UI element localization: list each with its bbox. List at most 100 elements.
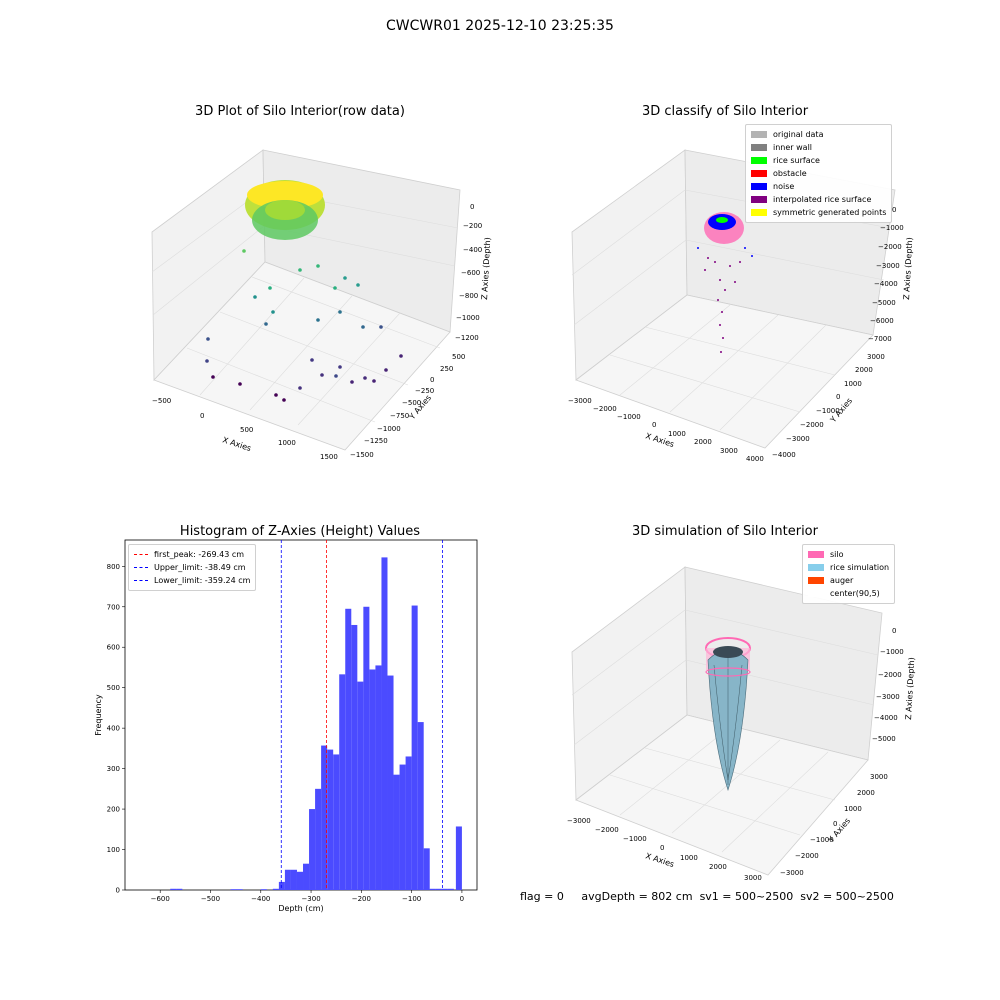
histogram-ytick-label: 300 [107, 765, 120, 773]
histogram-bar [447, 888, 454, 890]
p4-ytick: −1000 [810, 836, 834, 844]
panel4-title: 3D simulation of Silo Interior [632, 524, 818, 539]
legend-item: inner wall [751, 141, 886, 154]
p2-ytick: −1000 [816, 407, 840, 415]
legend-label: silo [830, 550, 844, 559]
panel4-grid [571, 609, 879, 853]
p1-ztick: −1000 [456, 314, 480, 322]
legend-swatch [751, 131, 767, 138]
p1-ytick: −1250 [364, 437, 388, 445]
p2-xtick: 4000 [746, 455, 764, 463]
histogram-bars [170, 557, 462, 890]
histogram-bar [290, 869, 297, 890]
legend-swatch [808, 577, 824, 584]
p1-ztick: 0 [470, 203, 474, 211]
p2-xtick: 3000 [720, 447, 738, 455]
p1-ytick: −500 [402, 399, 421, 407]
histogram-ytick-label: 100 [107, 846, 120, 854]
p4-xtick: 0 [660, 844, 664, 852]
p4-ztick: −5000 [872, 735, 896, 743]
legend-item: symmetric generated points [751, 206, 886, 219]
p2-ytick: 2000 [855, 366, 873, 374]
p2-ztick: −7000 [868, 335, 892, 343]
legend-label: center(90,5) [830, 589, 880, 598]
legend-swatch [751, 157, 767, 164]
histogram-bar [455, 826, 462, 890]
histogram-bar [315, 788, 322, 890]
legend-line [134, 567, 148, 568]
legend-item: rice surface [751, 154, 886, 167]
p4-xtick: −2000 [595, 826, 619, 834]
p2-ylabel: Y Axies [828, 396, 854, 425]
legend-label: original data [773, 130, 824, 139]
p4-xtick: −3000 [567, 817, 591, 825]
panel2-grid [571, 189, 891, 431]
p4-ztick: −3000 [876, 693, 900, 701]
p4-ytick: −3000 [780, 869, 804, 877]
histogram-bar [296, 871, 304, 890]
histogram-bar [429, 888, 436, 890]
histogram-xtick-label: −300 [301, 895, 320, 903]
p2-xtick: −1000 [617, 413, 641, 421]
legend-line [134, 554, 148, 555]
histogram-bar [381, 557, 388, 890]
panel1-points [205, 180, 403, 402]
histogram-xtick-label: −400 [251, 895, 270, 903]
histogram-ytick-label: 700 [107, 603, 120, 611]
histogram-bar [339, 674, 346, 890]
p1-ytick: 500 [452, 353, 465, 361]
histogram-xtick-label: −600 [151, 895, 170, 903]
panel2-points [697, 212, 753, 353]
histogram-xticks: −600 −500 −400 −300 −200 −100 0 [151, 890, 464, 903]
p4-xtick: 1000 [680, 854, 698, 862]
legend-item: noise [751, 180, 886, 193]
histogram-bar [351, 624, 358, 890]
legend-label: rice simulation [830, 563, 890, 572]
p1-ztick: −200 [463, 222, 482, 230]
panel4-legend: silo rice simulation auger center(90,5) [802, 544, 896, 604]
p1-ylabel: Y Axies [407, 393, 433, 422]
p2-ytick: −4000 [772, 451, 796, 459]
histogram-bar [411, 605, 418, 890]
histogram-bar [309, 809, 316, 890]
legend-item: silo [808, 548, 889, 561]
flag-text: flag = 0 [520, 890, 564, 903]
p4-xlabel: X Axies [644, 851, 675, 869]
histogram-bar [230, 889, 237, 890]
histogram-bar [345, 608, 352, 890]
p1-xlabel: X Axies [221, 435, 252, 453]
histogram-vlines [280, 540, 443, 890]
p2-ytick: 3000 [867, 353, 885, 361]
panel2-title: 3D classify of Silo Interior [641, 104, 809, 119]
avg-depth-text: avgDepth = 802 cm [581, 890, 693, 903]
histogram-bar [327, 749, 334, 890]
p4-xtick: 2000 [709, 863, 727, 871]
p1-xtick: 0 [200, 412, 204, 420]
legend-item: obstacle [751, 167, 886, 180]
histogram-bar [405, 756, 412, 890]
p1-ytick: −1500 [350, 451, 374, 459]
legend-label: symmetric generated points [773, 208, 887, 217]
p4-zlabel: Z Axies (Depth) [904, 657, 916, 720]
panel4-axes-box [571, 566, 883, 876]
sv2-text: sv2 = 500~2500 [800, 890, 894, 903]
legend-label: auger [830, 576, 854, 585]
histogram-xtick-label: 0 [460, 895, 464, 903]
histogram-xlabel: Depth (cm) [278, 904, 323, 913]
histogram-ytick-label: 800 [107, 563, 120, 571]
p2-xtick: −3000 [568, 397, 592, 405]
p1-ytick: −1000 [377, 425, 401, 433]
histogram-bar [363, 606, 370, 890]
panel1-axes-box [151, 149, 461, 451]
histogram-bar [417, 722, 424, 890]
p2-ztick: −3000 [876, 262, 900, 270]
legend-swatch [808, 551, 824, 558]
p1-xtick: −500 [152, 397, 171, 405]
figure-title: CWCWR01 2025-12-10 23:25:35 [386, 18, 614, 34]
panel4-ticks: −3000 −2000 −1000 0 1000 2000 3000 X Axi… [567, 627, 916, 882]
p2-ytick: 0 [836, 393, 840, 401]
p4-ytick: 3000 [870, 773, 888, 781]
legend-label: Upper_limit: -38.49 cm [154, 563, 246, 572]
legend-swatch [751, 183, 767, 190]
p1-ytick: −250 [415, 387, 434, 395]
